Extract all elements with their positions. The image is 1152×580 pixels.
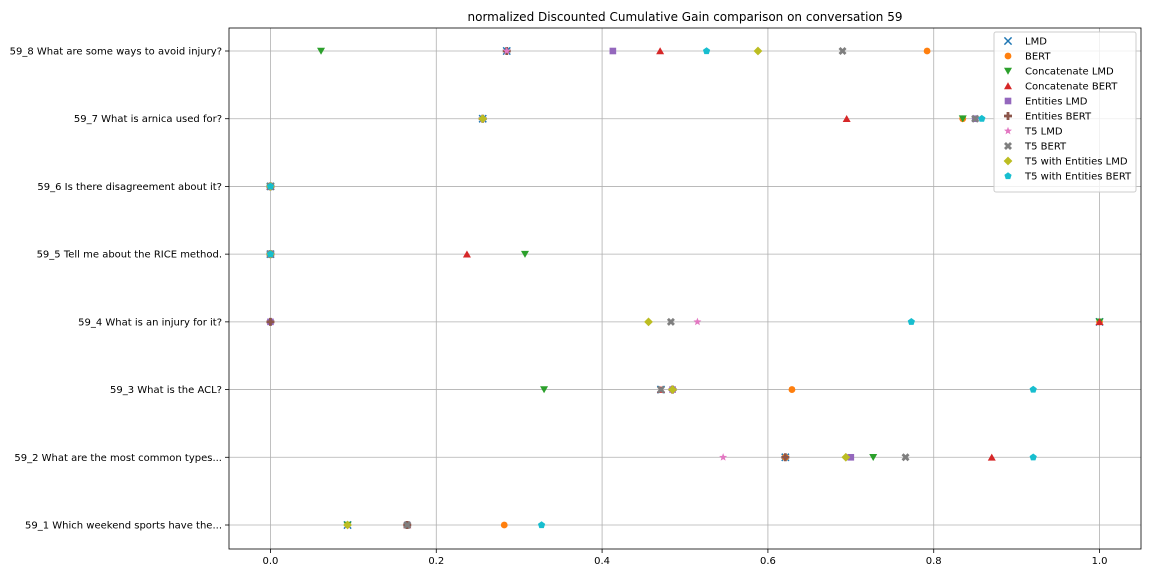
- data-point: [266, 182, 275, 190]
- legend-label: Concatenate BERT: [1025, 82, 1118, 93]
- data-point: [540, 386, 549, 394]
- data-point: [1095, 318, 1104, 326]
- data-point: [753, 46, 763, 56]
- y-tick-label: 59_2 What are the most common types...: [14, 453, 222, 464]
- legend-marker: [1004, 82, 1012, 90]
- y-tick-label: 59_1 Which weekend sports have the...: [25, 521, 222, 532]
- data-point: [847, 453, 855, 461]
- data-point: [266, 250, 275, 258]
- data-point: [462, 250, 471, 258]
- legend-marker: [1004, 142, 1012, 150]
- data-point: [971, 114, 980, 123]
- legend-marker: [1003, 156, 1013, 166]
- legend-marker: [1003, 36, 1013, 46]
- legend-marker: [1004, 97, 1012, 105]
- ticks-layer: 0.0 0.2 0.4 0.6 0.8 1.0 59_1 Which weekend spo…: [10, 47, 1108, 568]
- data-point: [958, 115, 967, 123]
- data-point: [841, 452, 851, 462]
- legend-frame: [993, 31, 1137, 193]
- data-point: [644, 317, 653, 327]
- data-point: [478, 114, 488, 124]
- data-point: [656, 385, 665, 394]
- legend-label: BERT: [1025, 52, 1051, 63]
- data-point: [500, 521, 508, 529]
- data-point: [693, 317, 702, 326]
- legend-label: T5 LMD: [1024, 127, 1063, 138]
- y-tick-label: 59_5 Tell me about the RICE method.: [37, 250, 222, 261]
- series-entities-bert: [266, 47, 790, 529]
- data-point: [266, 317, 275, 326]
- x-tick-label: 1.0: [1092, 556, 1108, 567]
- legend-label: T5 BERT: [1024, 142, 1067, 153]
- data-point: [609, 47, 617, 55]
- data-points-layer: [266, 46, 1104, 530]
- data-point: [842, 115, 851, 123]
- legend-label: T5 with Entities BERT: [1024, 172, 1132, 183]
- legend: LMD BERT Concatenate LMD Concatenate BERT En…: [993, 31, 1137, 193]
- data-point: [1029, 385, 1037, 393]
- data-point: [923, 47, 931, 55]
- y-tick-label: 59_6 Is there disagreement about it?: [37, 182, 222, 193]
- data-point: [317, 47, 326, 55]
- data-point: [869, 453, 878, 461]
- x-tick-label: 0.0: [263, 556, 279, 567]
- data-point: [838, 47, 847, 55]
- legend-marker: [1004, 112, 1012, 120]
- data-point: [719, 453, 728, 461]
- data-point: [1029, 453, 1037, 461]
- legend-label: T5 with Entities LMD: [1024, 157, 1128, 168]
- data-point: [978, 114, 986, 122]
- legend-marker: [1004, 172, 1012, 180]
- y-tick-label: 59_3 What is the ACL?: [110, 385, 222, 396]
- data-point: [702, 47, 711, 55]
- legend-label: Concatenate LMD: [1025, 67, 1114, 78]
- y-tick-label: 59_7 What is arnica used for?: [74, 114, 222, 125]
- chart-title: normalized Discounted Cumulative Gain co…: [468, 10, 903, 24]
- data-point: [907, 318, 915, 325]
- series-t5-with-entities-bert: [266, 47, 1037, 529]
- x-tick-label: 0.2: [428, 556, 444, 567]
- x-tick-label: 0.8: [926, 556, 942, 567]
- y-tick-label: 59_8 What are some ways to avoid injury?: [10, 47, 222, 58]
- data-point: [656, 47, 665, 55]
- data-point: [788, 386, 796, 393]
- y-tick-label: 59_4 What is an injury for it?: [78, 317, 222, 328]
- data-point: [520, 250, 529, 258]
- legend-label: Entities LMD: [1025, 97, 1088, 108]
- legend-label: LMD: [1025, 37, 1047, 48]
- legend-marker: [1004, 126, 1012, 135]
- data-point: [537, 521, 546, 529]
- x-tick-label: 0.4: [594, 556, 610, 567]
- data-point: [666, 317, 675, 326]
- data-point: [343, 520, 352, 530]
- legend-marker: [1004, 52, 1012, 60]
- data-point: [502, 46, 511, 55]
- plot-frame: [228, 27, 1142, 550]
- legend-marker: [1004, 67, 1012, 75]
- data-point: [668, 385, 677, 394]
- data-point: [781, 453, 790, 462]
- data-point: [403, 521, 412, 529]
- x-tick-label: 0.6: [760, 556, 776, 567]
- legend-label: Entities BERT: [1025, 112, 1092, 123]
- data-point: [901, 453, 910, 462]
- data-point: [987, 453, 996, 461]
